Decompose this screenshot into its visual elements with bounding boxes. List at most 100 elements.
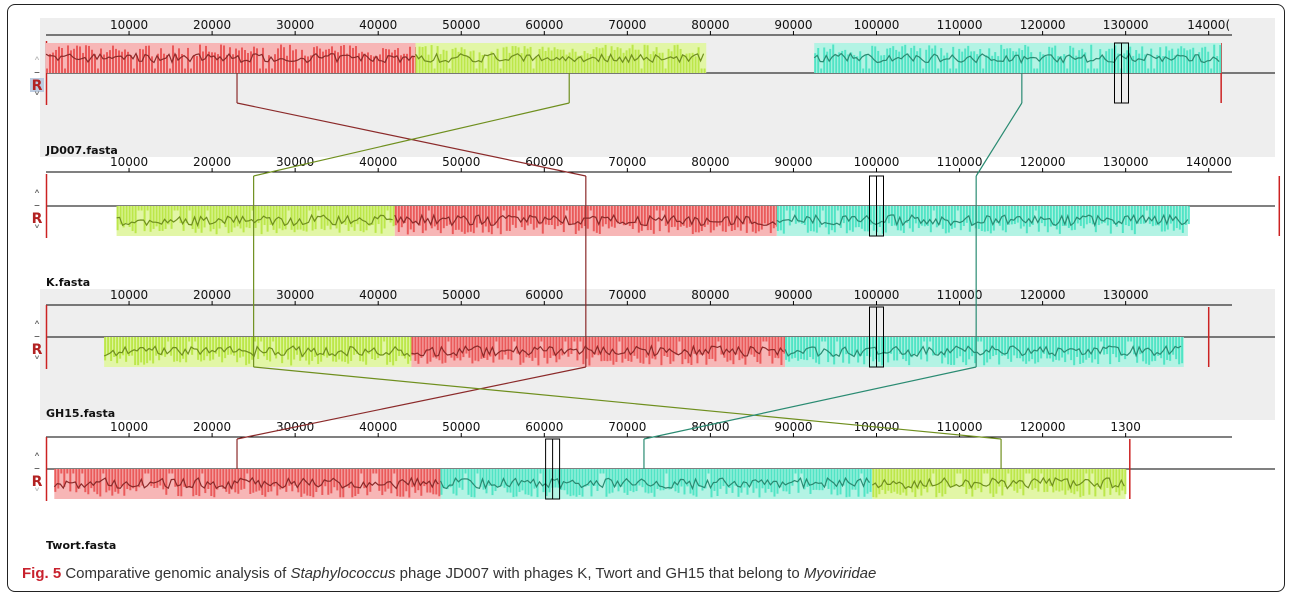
similarity-bar-green — [170, 206, 173, 229]
similarity-bar-green — [275, 206, 278, 234]
similarity-bar-teal — [815, 206, 818, 233]
scroll-down-icon[interactable]: ˅ — [34, 91, 41, 107]
similarity-bar-red — [258, 469, 261, 491]
similarity-bar-red — [754, 206, 757, 234]
similarity-bar-green — [932, 469, 935, 474]
similarity-bar-green — [371, 206, 374, 226]
ruler-tick-label-k: 110000 — [937, 155, 983, 169]
similarity-bar-green — [269, 206, 272, 225]
similarity-bar-green — [254, 337, 257, 342]
similarity-bar-red — [657, 337, 660, 342]
similarity-bar-green — [161, 337, 164, 356]
similarity-bar-teal — [647, 469, 650, 494]
similarity-bar-red — [571, 206, 574, 225]
minus-icon[interactable]: – — [34, 461, 40, 475]
similarity-bar-teal — [871, 45, 874, 73]
similarity-bar-teal — [992, 206, 995, 231]
similarity-bar-red — [199, 44, 201, 73]
ruler-tick-label-twort: 60000 — [525, 420, 563, 434]
scroll-up-icon[interactable]: ˄ — [34, 452, 41, 468]
scroll-up-icon[interactable]: ˄ — [34, 320, 41, 336]
similarity-bar-teal — [605, 469, 608, 497]
similarity-bar-red — [687, 337, 690, 364]
similarity-bar-green — [269, 337, 272, 362]
similarity-bar-teal — [832, 44, 835, 73]
similarity-bar-teal — [704, 469, 707, 489]
similarity-bar-red — [561, 337, 564, 356]
similarity-bar-green — [401, 337, 404, 357]
scroll-up-icon[interactable]: ˄ — [34, 189, 41, 205]
similarity-bar-red — [531, 337, 534, 361]
similarity-bar-teal — [1090, 44, 1093, 73]
similarity-bar-teal — [812, 469, 815, 490]
similarity-bar-red — [331, 46, 333, 73]
similarity-bar-teal — [497, 469, 500, 487]
similarity-bar-red — [591, 337, 594, 358]
similarity-bar-red — [190, 68, 192, 73]
similarity-bar-red — [666, 337, 669, 357]
similarity-bar-red — [505, 206, 508, 231]
similarity-bar-red — [714, 337, 717, 362]
similarity-bar-teal — [563, 469, 566, 491]
similarity-bar-red — [235, 48, 237, 73]
ruler-tick-label-jd007: 40000 — [359, 18, 397, 32]
similarity-bar-green — [1061, 469, 1064, 491]
similarity-bar-red — [109, 50, 111, 73]
similarity-bar-red — [321, 469, 324, 495]
similarity-bar-red — [145, 45, 147, 73]
similarity-bar-red — [490, 206, 493, 235]
similarity-bar-teal — [1000, 44, 1003, 73]
lcb-connector-teal — [975, 102, 1023, 177]
similarity-bar-teal — [1084, 52, 1087, 73]
reverse-button[interactable]: R — [32, 474, 43, 490]
similarity-bar-green — [667, 48, 670, 73]
similarity-bar-red — [765, 337, 768, 342]
minus-icon[interactable]: – — [34, 329, 40, 343]
scroll-down-icon[interactable]: ˅ — [34, 224, 41, 240]
similarity-bar-teal — [884, 337, 887, 355]
reverse-button[interactable]: R — [32, 78, 43, 94]
similarity-bar-red — [474, 337, 477, 361]
similarity-bar-teal — [1157, 337, 1160, 356]
similarity-profile-green-k — [116, 213, 393, 228]
similarity-bar-red — [411, 469, 414, 488]
similarity-bar-green — [875, 469, 878, 498]
similarity-bar-green — [164, 206, 167, 229]
similarity-bar-red — [772, 206, 775, 229]
similarity-bar-red — [750, 337, 753, 355]
similarity-bar-green — [562, 49, 565, 73]
similarity-bar-teal — [455, 469, 458, 496]
similarity-bar-green — [107, 337, 110, 355]
similarity-bar-teal — [1147, 68, 1150, 73]
similarity-bar-green — [673, 45, 676, 73]
similarity-bar-teal — [1049, 206, 1052, 227]
similarity-bar-teal — [869, 337, 872, 357]
ruler-tick-label-twort: 50000 — [442, 420, 480, 434]
similarity-bar-red — [567, 337, 570, 357]
similarity-bar-green — [947, 469, 950, 487]
similarity-bar-green — [971, 469, 974, 497]
similarity-bar-green — [260, 337, 263, 342]
similarity-bar-teal — [1139, 206, 1142, 224]
similarity-bar-green — [332, 337, 335, 362]
similarity-bar-red — [588, 337, 591, 366]
similarity-bar-teal — [851, 206, 854, 232]
similarity-bar-teal — [1025, 206, 1028, 234]
similarity-bar-teal — [841, 50, 844, 73]
similarity-bar-teal — [974, 337, 977, 364]
minus-icon[interactable]: – — [34, 198, 40, 212]
similarity-bar-red — [54, 469, 57, 492]
reverse-button[interactable]: R — [32, 342, 43, 358]
similarity-bar-green — [941, 469, 944, 497]
similarity-bar-green — [878, 469, 881, 495]
scroll-down-icon[interactable]: ˅ — [34, 355, 41, 371]
similarity-bar-red — [117, 469, 120, 494]
reverse-button[interactable]: R — [32, 211, 43, 227]
similarity-bar-teal — [923, 337, 926, 342]
scroll-down-icon[interactable]: ˅ — [34, 487, 41, 503]
similarity-bar-red — [423, 337, 426, 354]
scroll-up-icon[interactable]: ˄ — [34, 56, 41, 72]
similarity-bar-teal — [1112, 206, 1115, 224]
similarity-bar-teal — [881, 206, 884, 234]
minus-icon[interactable]: – — [34, 65, 40, 79]
